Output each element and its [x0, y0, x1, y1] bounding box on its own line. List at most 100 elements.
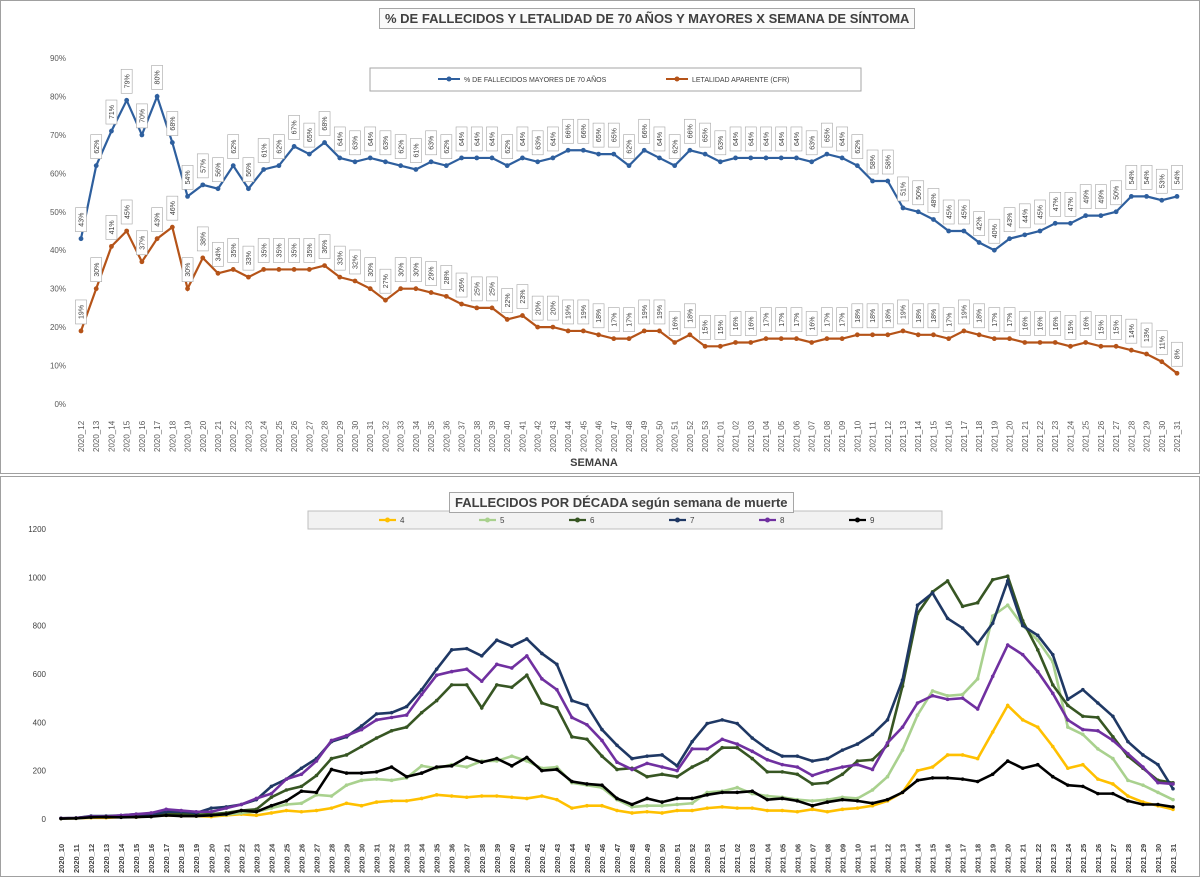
x-tick-label: 2021_05 [778, 844, 787, 873]
data-label: 61% [410, 138, 422, 163]
x-tick-label: 2021_07 [808, 420, 817, 452]
data-label-box [333, 126, 346, 152]
x-tick-label: 2020_49 [643, 844, 652, 873]
x-tick-label: 2020_21 [222, 844, 231, 873]
data-label: 56% [212, 157, 224, 183]
data-point [570, 698, 574, 703]
data-point [645, 803, 649, 808]
data-label: 53% [1155, 168, 1168, 194]
data-label-box [638, 118, 651, 144]
data-label-text: 64% [779, 132, 786, 146]
x-tick-label: 2020_36 [448, 844, 457, 873]
data-point [885, 797, 890, 802]
data-point [525, 654, 529, 658]
data-label-box [196, 153, 209, 179]
data-point [675, 768, 679, 773]
x-tick-label: 2020_23 [244, 420, 253, 452]
data-label-text: 19% [657, 305, 664, 319]
data-label-box [242, 157, 255, 183]
data-label: 51% [897, 176, 909, 202]
data-label-text: 35% [261, 243, 268, 257]
data-point [540, 701, 544, 705]
data-point [555, 706, 559, 710]
x-tick-label: 2020_49 [640, 420, 649, 452]
data-point [124, 228, 130, 234]
data-point [705, 747, 709, 751]
x-tick-label: 2020_31 [373, 844, 382, 873]
data-label-text: 15% [1068, 320, 1075, 334]
x-tick-label: 2020_38 [478, 844, 487, 873]
data-point [269, 811, 274, 815]
data-label-box [1049, 192, 1062, 217]
data-point [209, 813, 214, 818]
data-label-box [714, 315, 727, 340]
data-point [585, 803, 589, 808]
data-label-text: 30% [94, 263, 101, 277]
data-label-box [958, 299, 970, 325]
data-label-text: 16% [1038, 316, 1045, 330]
data-point [1066, 725, 1070, 729]
data-point [1050, 774, 1055, 779]
data-point [1144, 351, 1149, 357]
x-tick-label: 2021_25 [1079, 844, 1088, 873]
data-label: 63% [531, 130, 544, 156]
data-label: 19% [577, 299, 590, 325]
data-point [224, 806, 229, 810]
x-tick-label: 2021_16 [944, 844, 953, 873]
data-point [825, 756, 830, 761]
data-point [78, 236, 84, 242]
data-point [1126, 799, 1130, 803]
data-label-text: 28% [444, 270, 451, 284]
data-point [449, 669, 454, 674]
data-point [1066, 697, 1070, 702]
data-point [1126, 751, 1130, 756]
data-point [419, 687, 424, 692]
data-point [299, 772, 304, 777]
data-point [329, 756, 334, 761]
data-label: 19% [638, 299, 651, 325]
data-point [1007, 236, 1012, 242]
x-tick-label: 2020_45 [579, 420, 588, 452]
data-point [794, 155, 799, 161]
data-label: 80% [151, 65, 163, 90]
data-label: 68% [318, 111, 331, 136]
data-label: 64% [364, 126, 377, 152]
data-point [600, 783, 604, 787]
data-label-text: 45% [946, 205, 953, 219]
data-point [1068, 343, 1073, 349]
data-point [359, 744, 364, 749]
x-tick-label: 2021_29 [1139, 844, 1148, 873]
data-point [179, 814, 184, 818]
data-label-text: 62% [672, 140, 679, 154]
data-point [990, 730, 995, 734]
data-point [428, 159, 434, 165]
data-label-text: 20% [550, 301, 557, 315]
data-label-box [333, 245, 346, 271]
data-label: 63% [425, 130, 437, 156]
data-label-text: 61% [261, 143, 268, 157]
x-tick-label: 2021_20 [1006, 420, 1015, 452]
data-point [1037, 228, 1043, 234]
data-label: 50% [912, 180, 925, 206]
data-point [359, 803, 364, 808]
data-label: 64% [775, 126, 788, 152]
data-point [374, 800, 379, 804]
x-tick-label: 2020_10 [57, 844, 66, 873]
data-point [215, 186, 221, 192]
data-label: 28% [440, 265, 453, 290]
data-label-box [440, 134, 453, 159]
data-label-text: 19% [642, 305, 649, 319]
data-point [720, 805, 724, 809]
data-label-text: 8% [1175, 349, 1182, 359]
data-point [585, 737, 589, 742]
data-label-box [668, 311, 681, 336]
data-point [945, 579, 950, 583]
data-point [306, 151, 312, 157]
data-point [1171, 797, 1175, 802]
data-label-box [1064, 192, 1077, 217]
data-point [474, 305, 480, 311]
data-point [1050, 744, 1055, 749]
data-point [885, 178, 891, 184]
data-label: 64% [455, 126, 468, 152]
data-point [750, 749, 755, 754]
